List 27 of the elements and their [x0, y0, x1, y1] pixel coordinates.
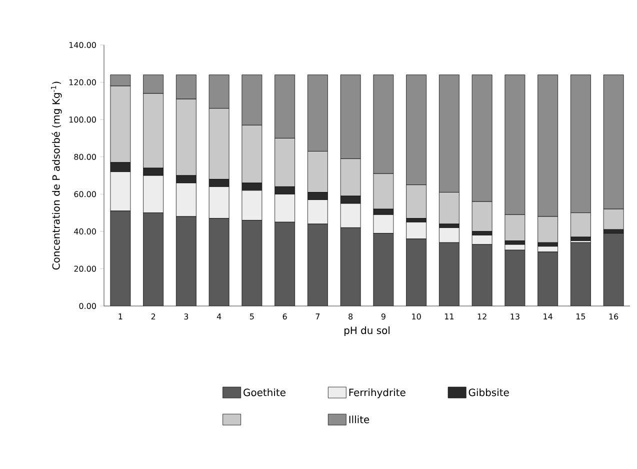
- bar: [242, 220, 262, 306]
- legend-label: Ferrihydrite: [349, 388, 406, 398]
- bar: [504, 244, 526, 250]
- x-axis-title: pH du sol: [344, 326, 390, 336]
- bar: [504, 250, 525, 306]
- bar: [406, 222, 427, 240]
- bar: [143, 212, 164, 306]
- bar: [176, 216, 196, 306]
- y-axis-title: Concentration de P adsorbé (mg Kg$^{-1}$): [50, 82, 62, 270]
- bar: [406, 238, 426, 306]
- bar: [570, 242, 591, 306]
- bar: [274, 222, 295, 306]
- bar: [472, 244, 492, 306]
- bar: [373, 233, 394, 306]
- bar: [538, 252, 558, 306]
- bar: [438, 228, 460, 243]
- bar: [538, 246, 558, 252]
- bar: [110, 210, 130, 306]
- bar: [603, 233, 624, 306]
- legend-label: Goethite: [244, 388, 286, 396]
- bar: [308, 224, 328, 306]
- legend-label: Illite: [349, 416, 370, 424]
- bar: [209, 218, 230, 306]
- bar: [340, 228, 361, 306]
- legend-label: Gibbsite: [468, 388, 509, 396]
- bar: [439, 242, 460, 306]
- bar: [472, 234, 492, 245]
